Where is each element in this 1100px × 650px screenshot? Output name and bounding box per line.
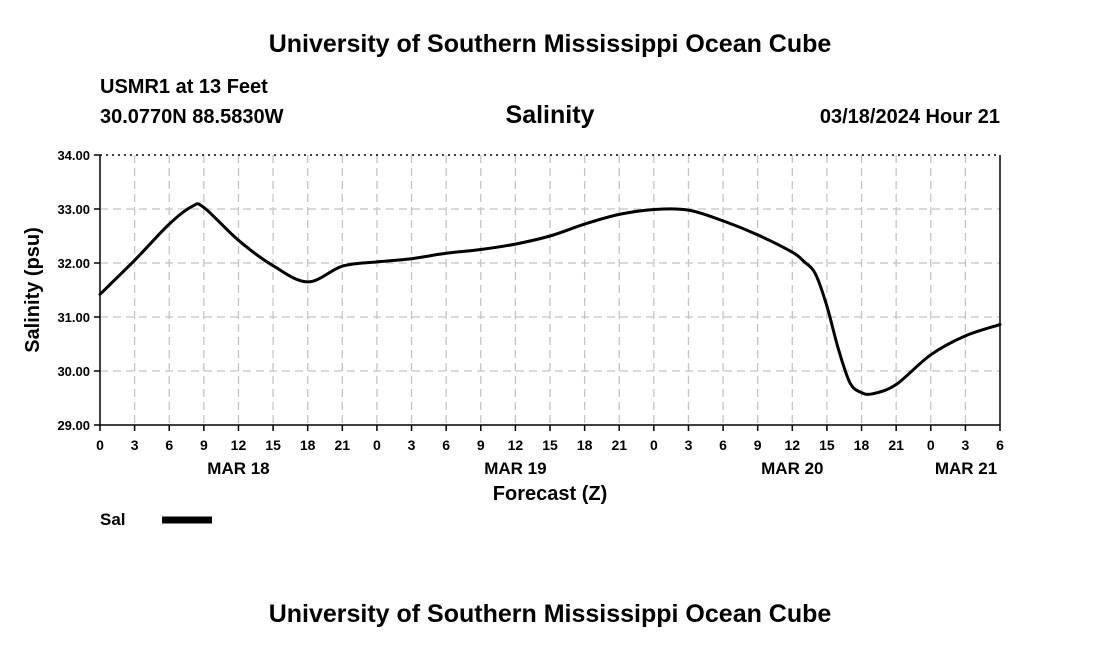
x-tick-label: 6 bbox=[442, 437, 450, 453]
x-tick-label: 0 bbox=[927, 437, 935, 453]
x-tick-label: 21 bbox=[611, 437, 627, 453]
x-tick-label: 15 bbox=[265, 437, 281, 453]
y-tick-label: 29.00 bbox=[57, 418, 90, 433]
x-tick-label: 9 bbox=[200, 437, 208, 453]
x-tick-label: 0 bbox=[96, 437, 104, 453]
x-tick-label: 3 bbox=[131, 437, 139, 453]
legend-label: Sal bbox=[100, 510, 126, 529]
x-tick-label: 12 bbox=[231, 437, 247, 453]
x-tick-label: 9 bbox=[477, 437, 485, 453]
y-tick-label: 31.00 bbox=[57, 310, 90, 325]
x-tick-label: 6 bbox=[165, 437, 173, 453]
x-tick-label: 3 bbox=[961, 437, 969, 453]
x-tick-label: 3 bbox=[408, 437, 416, 453]
station-coordinates: 30.0770N 88.5830W bbox=[100, 106, 284, 128]
x-tick-label: 21 bbox=[335, 437, 351, 453]
x-tick-label: 3 bbox=[685, 437, 693, 453]
chart-title: Salinity bbox=[505, 101, 595, 129]
series-line-sal bbox=[98, 202, 1002, 396]
footer-title: University of Southern Mississippi Ocean… bbox=[268, 600, 832, 628]
page-title: University of Southern Mississippi Ocean… bbox=[268, 30, 832, 58]
x-tick-label: 18 bbox=[854, 437, 870, 453]
day-label: MAR 19 bbox=[484, 459, 546, 478]
x-tick-label: 18 bbox=[577, 437, 593, 453]
station-label: USMR1 at 13 Feet bbox=[100, 76, 268, 98]
day-label: MAR 20 bbox=[761, 459, 823, 478]
y-tick-label: 32.00 bbox=[57, 256, 90, 271]
y-axis-title: Salinity (psu) bbox=[22, 227, 44, 353]
x-tick-label: 21 bbox=[888, 437, 904, 453]
x-tick-label: 0 bbox=[650, 437, 658, 453]
x-tick-label: 0 bbox=[373, 437, 381, 453]
y-tick-label: 33.00 bbox=[57, 202, 90, 217]
y-tick-label: 34.00 bbox=[57, 148, 90, 163]
x-tick-label: 15 bbox=[542, 437, 558, 453]
x-tick-label: 18 bbox=[300, 437, 316, 453]
x-tick-label: 15 bbox=[819, 437, 835, 453]
x-tick-label: 6 bbox=[719, 437, 727, 453]
x-tick-label: 9 bbox=[754, 437, 762, 453]
x-tick-label: 12 bbox=[508, 437, 524, 453]
x-axis-title: Forecast (Z) bbox=[493, 483, 607, 505]
y-tick-label: 30.00 bbox=[57, 364, 90, 379]
x-tick-label: 6 bbox=[996, 437, 1004, 453]
x-tick-label: 12 bbox=[785, 437, 801, 453]
day-label: MAR 18 bbox=[207, 459, 269, 478]
forecast-datetime: 03/18/2024 Hour 21 bbox=[819, 106, 1000, 128]
day-label: MAR 21 bbox=[935, 459, 997, 478]
